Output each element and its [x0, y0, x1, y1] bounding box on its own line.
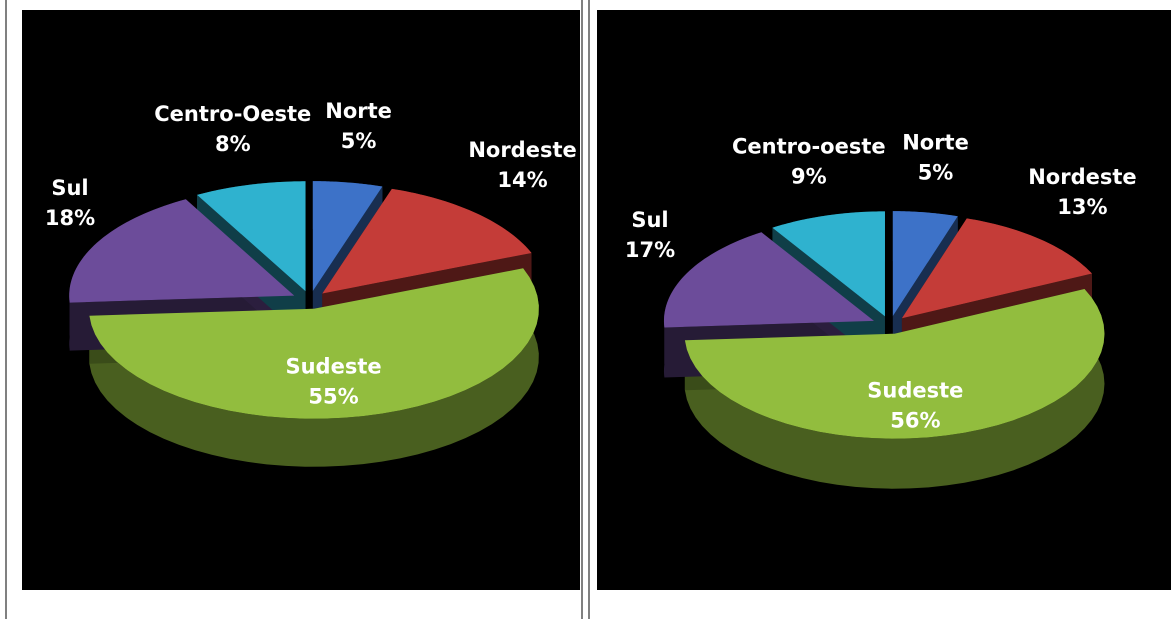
slice: [69, 199, 295, 303]
slice-value-label: 9%: [791, 164, 827, 188]
slice-value-label: 18%: [45, 206, 95, 230]
slice-category-label: Sudeste: [867, 378, 963, 402]
slice-value-label: 8%: [215, 132, 251, 156]
slice-category-label: Sul: [631, 208, 668, 232]
slice-category-label: Centro-oeste: [732, 134, 886, 158]
slice-value-label: 14%: [497, 168, 547, 192]
slice-category-label: Nordeste: [468, 138, 576, 162]
slice: [772, 211, 885, 317]
slice-value-label: 56%: [890, 408, 940, 432]
slice: [663, 232, 874, 328]
slice-value-label: 5%: [341, 129, 377, 153]
slice-category-label: Nordeste: [1028, 165, 1136, 189]
slice-category-label: Sudeste: [285, 355, 381, 379]
slice-value-label: 55%: [308, 385, 358, 409]
slice: [312, 181, 383, 292]
slice-category-label: Norte: [325, 99, 392, 123]
slice-category-label: Centro-Oeste: [154, 102, 311, 126]
slice: [684, 289, 1105, 439]
slice-value-label: 13%: [1057, 195, 1107, 219]
slice: [901, 218, 1092, 319]
slice: [322, 188, 532, 294]
slice-side: [89, 268, 539, 467]
slice-category-label: Norte: [902, 130, 969, 154]
slice: [197, 181, 306, 292]
slice-value-label: 17%: [625, 238, 675, 262]
slice-category-label: Sul: [51, 176, 88, 200]
slice: [89, 268, 539, 419]
slice: [892, 211, 958, 317]
slice-side: [684, 289, 1105, 489]
slice-value-label: 5%: [918, 160, 954, 184]
